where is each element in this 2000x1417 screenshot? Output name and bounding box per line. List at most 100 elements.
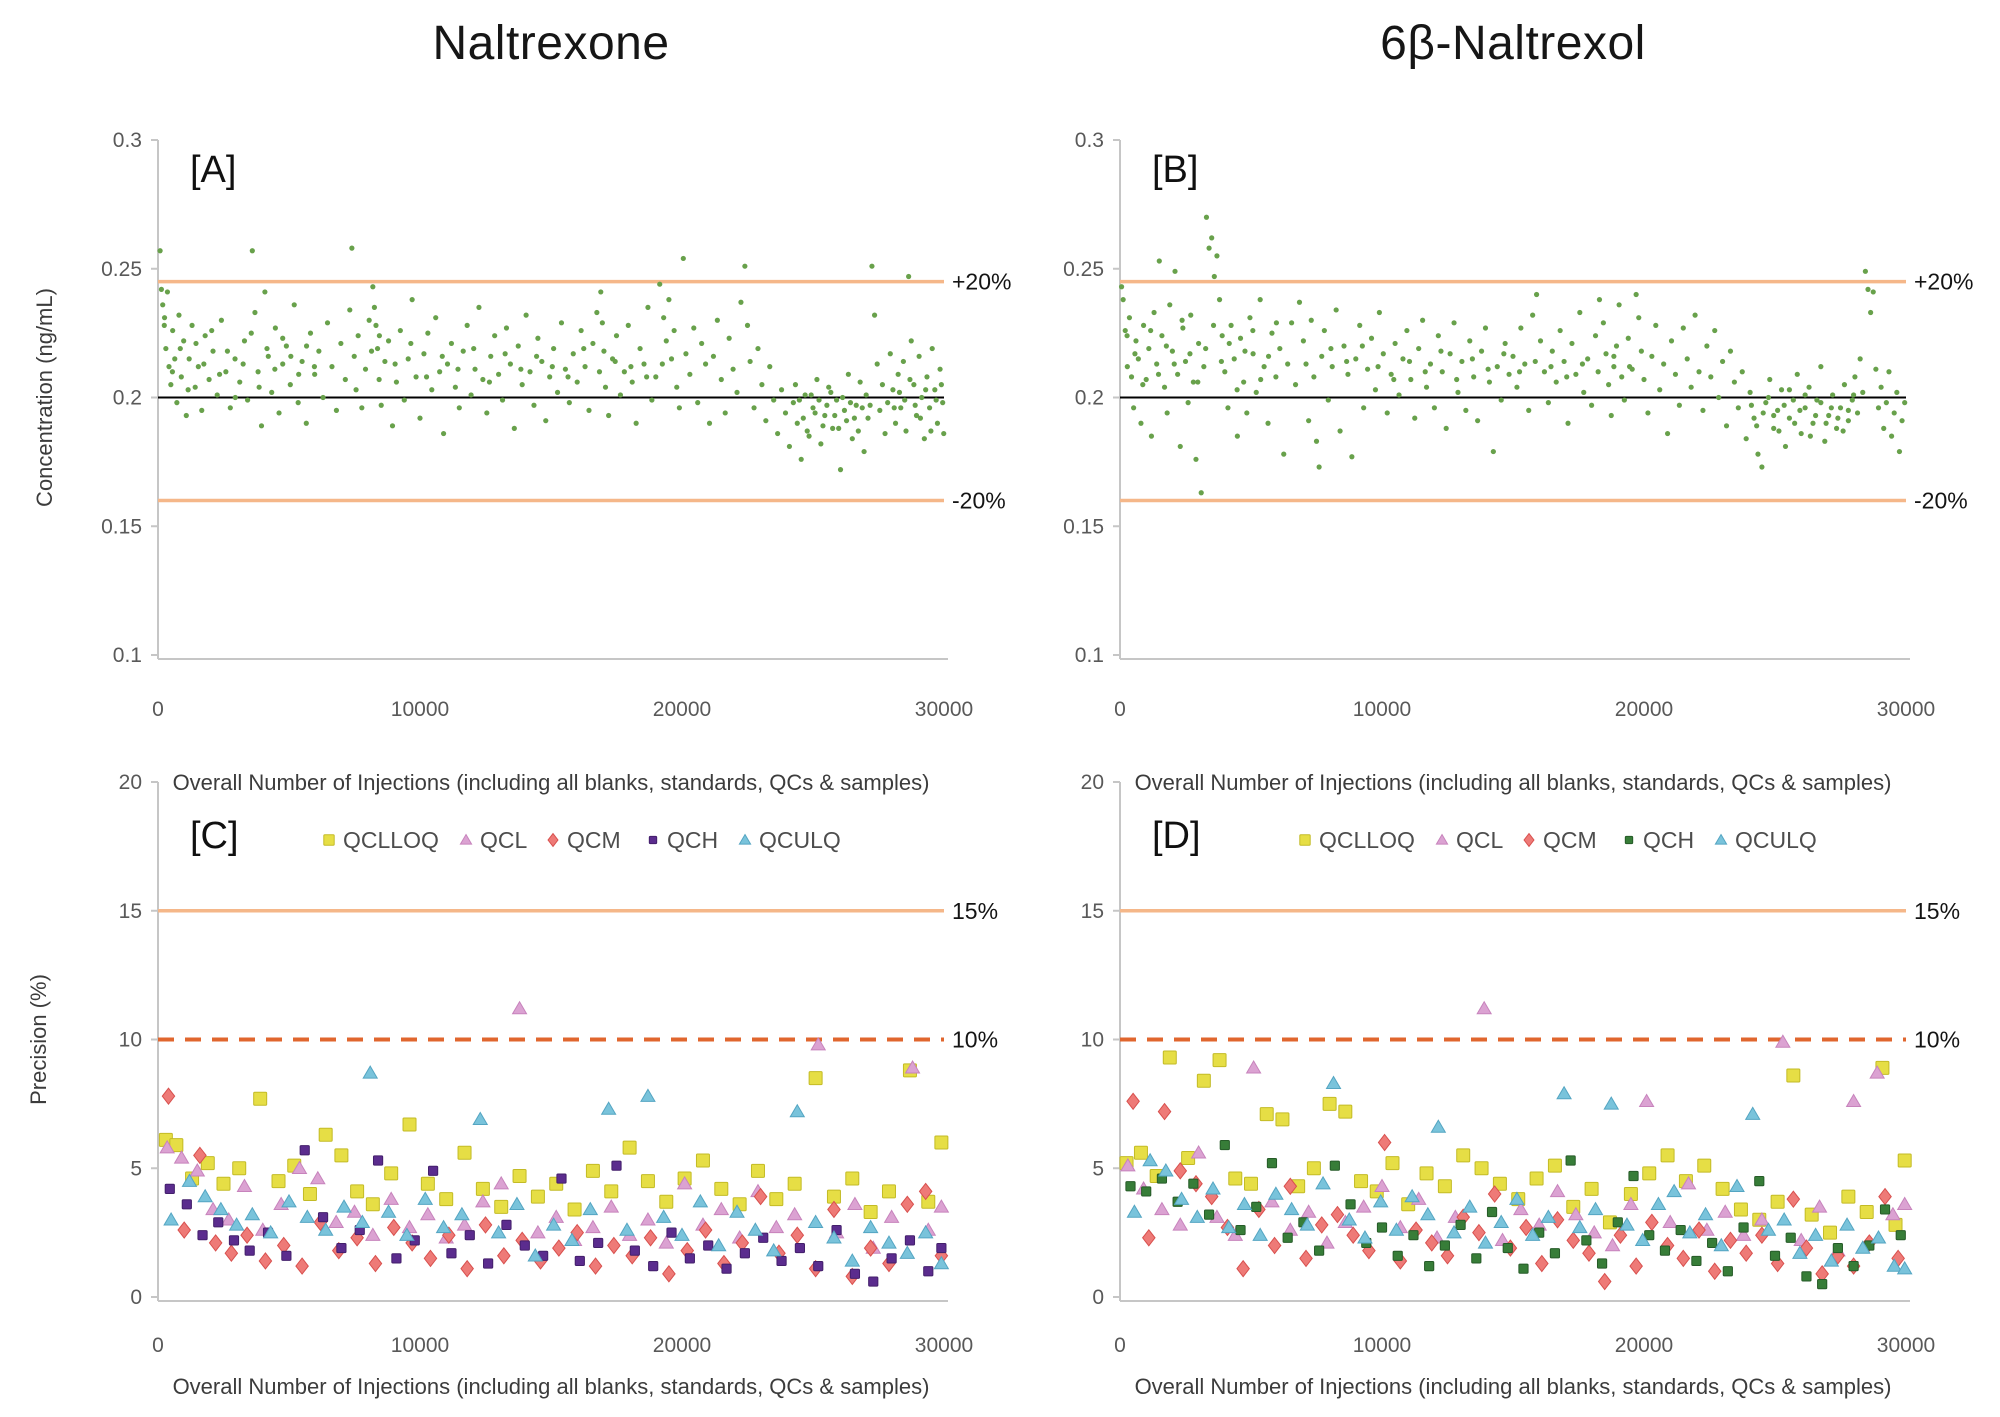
- data-point: [1359, 343, 1365, 349]
- data-point: [1447, 351, 1453, 357]
- data-point: [699, 340, 705, 347]
- data-point: [640, 1088, 656, 1102]
- data-point: [886, 1253, 897, 1264]
- data-point: [548, 1209, 565, 1223]
- data-point: [417, 415, 423, 421]
- data-point: [1120, 297, 1126, 303]
- data-point: [628, 364, 634, 370]
- data-point: [157, 248, 163, 254]
- data-point: [932, 387, 938, 393]
- data-point: [1619, 1217, 1635, 1231]
- data-point: [245, 397, 251, 403]
- data-point: [181, 1173, 198, 1187]
- data-point: [1692, 312, 1698, 318]
- data-point: [452, 384, 458, 390]
- legend-marker-QCM: [1523, 832, 1535, 848]
- data-point: [1716, 394, 1722, 401]
- data-point: [338, 340, 344, 347]
- data-point: [193, 340, 199, 347]
- data-point: [1841, 382, 1848, 388]
- data-point: [1782, 443, 1789, 450]
- data-point: [1645, 410, 1651, 416]
- data-point: [1897, 1153, 1912, 1168]
- data-point: [1865, 286, 1871, 292]
- data-point: [213, 1201, 229, 1216]
- data-point: [574, 379, 580, 385]
- data-point: [399, 1227, 415, 1241]
- data-point: [836, 425, 842, 431]
- data-point: [446, 1248, 457, 1259]
- reference-line-label: 10%: [952, 1027, 998, 1053]
- data-point: [844, 1253, 861, 1267]
- y-axis-tick-label: 15: [1081, 900, 1104, 923]
- data-point: [1265, 353, 1272, 359]
- data-point: [317, 1212, 329, 1223]
- data-point: [1185, 400, 1191, 406]
- data-point: [1707, 1237, 1718, 1249]
- data-point: [359, 405, 365, 411]
- data-point: [695, 400, 701, 406]
- data-point: [488, 353, 494, 359]
- data-point: [562, 366, 569, 372]
- data-point: [641, 361, 647, 367]
- data-point: [1338, 1104, 1353, 1119]
- data-point: [530, 1189, 545, 1204]
- data-point: [1195, 379, 1201, 385]
- data-point: [1830, 392, 1836, 398]
- data-point: [868, 1276, 879, 1287]
- data-point: [794, 420, 800, 426]
- data-point: [558, 320, 565, 326]
- data-point: [1760, 410, 1766, 416]
- data-point: [1653, 322, 1659, 328]
- data-point: [738, 299, 744, 305]
- data-point: [353, 387, 359, 393]
- data-point: [206, 376, 212, 383]
- data-point: [1211, 273, 1217, 280]
- data-point: [790, 1226, 805, 1245]
- data-point: [1611, 364, 1617, 370]
- data-point: [448, 340, 455, 347]
- panel-D: 20 15 10 5 0 0 10000 20000 30000 15% 10% [D] Overall…: [1081, 771, 1960, 1399]
- data-point: [683, 351, 689, 357]
- data-point: [545, 1217, 562, 1231]
- data-point: [272, 325, 278, 331]
- data-point: [1265, 420, 1271, 426]
- data-point: [1128, 374, 1135, 380]
- data-point: [303, 343, 310, 349]
- data-point: [1650, 1196, 1667, 1210]
- data-point: [1242, 348, 1248, 354]
- y-axis-tick-label: 0.3: [113, 129, 142, 152]
- data-point: [911, 382, 917, 388]
- data-point: [1611, 353, 1617, 359]
- series-QCULQ: [1126, 1075, 1913, 1275]
- legend-item-QCLLOQ: QCLLOQ: [323, 827, 439, 853]
- data-point: [1236, 1259, 1250, 1278]
- data-point: [1226, 340, 1232, 347]
- data-point: [1759, 464, 1765, 470]
- data-point: [444, 361, 451, 367]
- data-point: [295, 1257, 309, 1275]
- data-point: [1826, 412, 1832, 419]
- data-point: [1173, 1191, 1190, 1205]
- data-point: [384, 1166, 399, 1181]
- legend-label: QCM: [567, 827, 621, 853]
- data-point: [578, 327, 584, 334]
- data-point: [425, 330, 431, 336]
- data-point: [1883, 400, 1889, 406]
- data-point: [1392, 1250, 1403, 1261]
- data-point: [1154, 361, 1160, 367]
- data-point: [1739, 1244, 1754, 1263]
- data-point: [244, 1206, 261, 1221]
- data-point: [1189, 1209, 1206, 1223]
- data-point: [1308, 317, 1314, 323]
- data-point: [311, 364, 318, 370]
- legend-marker-QCM: [547, 832, 559, 848]
- data-point: [1547, 1158, 1562, 1173]
- data-point: [1608, 412, 1614, 419]
- series-concentration-points: [1118, 214, 1908, 496]
- data-point: [511, 425, 517, 431]
- data-point: [471, 345, 477, 352]
- data-point: [1220, 1219, 1237, 1234]
- data-point: [1811, 1199, 1828, 1213]
- data-point: [287, 382, 293, 388]
